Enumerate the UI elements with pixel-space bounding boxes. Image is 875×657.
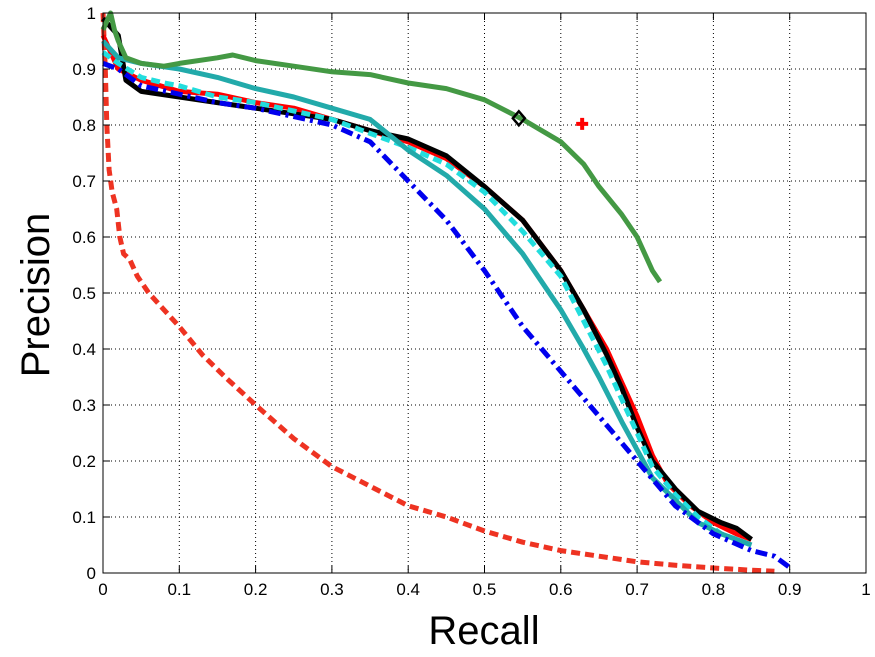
y-tick-label: 1 — [87, 4, 96, 23]
x-tick-label: 0.7 — [625, 580, 649, 599]
y-tick-label: 0 — [87, 564, 96, 583]
y-tick-label: 0.6 — [72, 228, 96, 247]
y-tick-label: 0.7 — [72, 172, 96, 191]
x-tick-label: 0.2 — [244, 580, 268, 599]
grid — [103, 13, 866, 573]
y-tick-label: 0.1 — [72, 508, 96, 527]
y-tick-label: 0.8 — [72, 116, 96, 135]
series-line-5 — [101, 39, 753, 548]
y-tick-label: 0.4 — [72, 340, 96, 359]
ticks — [102, 12, 867, 574]
series-line-4 — [101, 50, 753, 548]
x-tick-label: 0.6 — [549, 580, 573, 599]
x-tick-label: 0.1 — [167, 580, 191, 599]
diamond-marker — [511, 109, 527, 128]
y-tick-labels: 0 0.1 0.2 0.3 0.4 0.5 0.6 0.7 0.8 0.9 1 — [72, 4, 96, 583]
x-tick-label: 0.3 — [320, 580, 344, 599]
series-layer — [100, 10, 792, 574]
x-axis-label: Recall — [428, 609, 539, 653]
x-tick-label: 0.4 — [396, 580, 420, 599]
y-tick-label: 0.2 — [72, 452, 96, 471]
x-tick-label: 0.8 — [702, 580, 726, 599]
y-tick-label: 0.5 — [72, 284, 96, 303]
marker-layer — [511, 109, 589, 130]
y-axis-label: Precision — [14, 213, 58, 378]
x-tick-labels: 0 0.1 0.2 0.3 0.4 0.5 0.6 0.7 0.8 0.9 1 — [98, 580, 870, 599]
x-tick-label: 0.5 — [473, 580, 497, 599]
y-tick-label: 0.9 — [72, 60, 96, 79]
x-tick-label: 0.9 — [778, 580, 802, 599]
plus-marker — [576, 117, 589, 130]
x-tick-label: 0 — [98, 580, 107, 599]
y-tick-label: 0.3 — [72, 396, 96, 415]
series-line-7 — [100, 10, 663, 284]
series-line-3 — [101, 16, 753, 542]
series-line-1 — [100, 12, 775, 574]
x-tick-label: 1 — [861, 580, 870, 599]
